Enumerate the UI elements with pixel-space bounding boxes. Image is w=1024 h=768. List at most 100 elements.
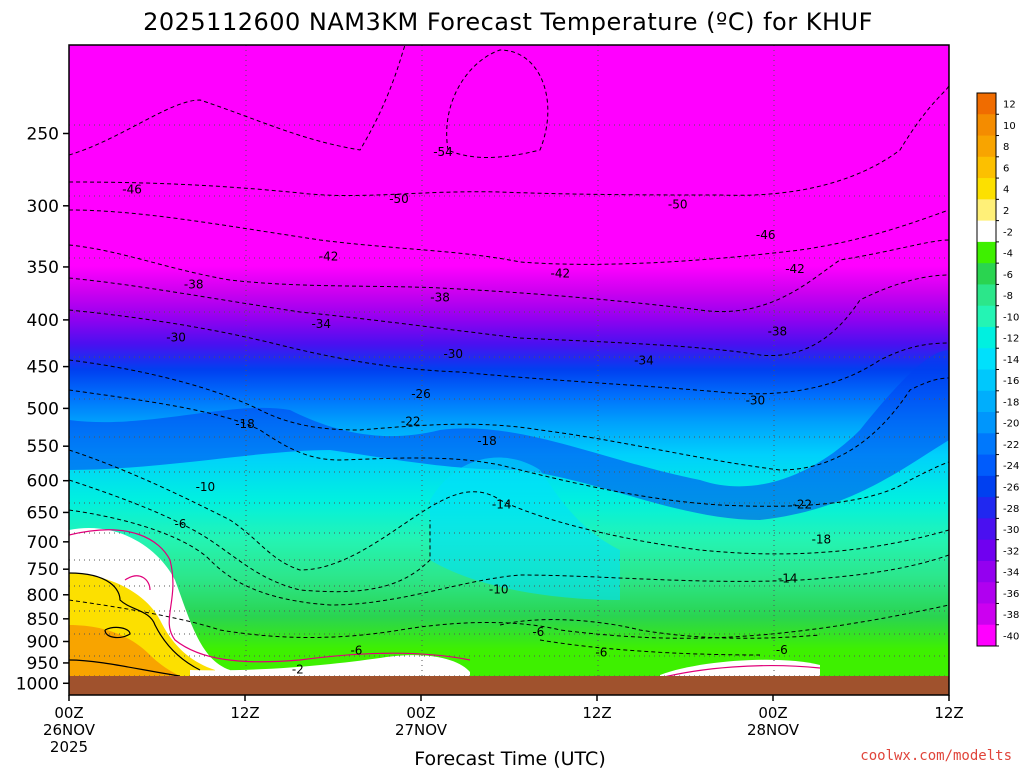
colorbar-label: 10 (1003, 121, 1016, 132)
colorbar-swatch (977, 412, 996, 434)
cyan-region (430, 457, 620, 600)
colorbar-label: -34 (1003, 568, 1019, 579)
contour-label: -38 (768, 325, 788, 339)
y-tick-label: 300 (27, 197, 59, 217)
isotherm-contours (69, 45, 949, 656)
x-tick-label: 12Z (230, 704, 259, 722)
contour-label: -22 (401, 415, 421, 429)
contour-label: -46 (756, 228, 776, 242)
contour-label: -42 (319, 250, 339, 264)
colorbar-label: -18 (1003, 397, 1019, 408)
colorbar-swatch (977, 518, 996, 541)
colorbar-swatch (977, 560, 996, 583)
colorbar-swatch (977, 390, 996, 413)
contour-label: -6 (776, 643, 788, 657)
contour-label: -18 (477, 434, 497, 448)
colorbar-swatch (977, 114, 996, 137)
contour-label: -30 (166, 330, 186, 344)
colorbar-swatch (977, 135, 996, 158)
contour-label: -34 (311, 317, 331, 331)
colorbar: 12 10 8 6 4 2 -2 -4 -6 -8 -10 -12 -14 -16 -18 -20 -22 -24… (976, 92, 1019, 647)
x-tick-label: 26NOV (43, 721, 96, 739)
y-tick-label: 400 (27, 311, 59, 331)
colorbar-label: -32 (1003, 546, 1019, 557)
cold-pool-layer (69, 350, 949, 520)
colorbar-swatch (977, 475, 996, 498)
colorbar-swatch (977, 199, 996, 222)
contour-label: -54 (433, 145, 453, 159)
contour-label: -6 (595, 645, 607, 659)
y-tick-label: 250 (27, 124, 59, 144)
x-tick-label: 2025 (50, 738, 88, 756)
colorbar-swatch (977, 305, 996, 328)
contour-label: -18 (812, 533, 832, 547)
y-tick-label: 950 (27, 654, 59, 674)
colorbar-swatch (977, 178, 996, 200)
contour-label: -30 (746, 393, 766, 407)
credit-text: coolwx.com/modelts (860, 748, 1012, 764)
contour-label: -6 (350, 644, 362, 658)
x-tick-label: 12Z (582, 704, 611, 722)
colorbar-label: -4 (1003, 249, 1013, 260)
y-tick-label: 1000 (16, 674, 59, 694)
y-tick-label: 750 (27, 560, 59, 580)
contour-label: -42 (785, 262, 805, 276)
colorbar-swatch (977, 326, 996, 349)
colorbar-swatch (977, 603, 996, 626)
contour-label: -38 (430, 290, 450, 304)
contour-label: -34 (634, 353, 654, 367)
chart-title: 2025112600 NAM3KM Forecast Temperature (… (143, 8, 873, 36)
contour-label: -6 (532, 625, 544, 639)
x-tick-label: 00Z (406, 704, 435, 722)
colorbar-swatch (977, 369, 996, 392)
contour-label: -38 (184, 278, 204, 292)
contour-label: -22 (793, 497, 813, 511)
contour-label: -50 (668, 197, 688, 211)
colorbar-swatch (977, 433, 996, 456)
colorbar-swatch (977, 454, 996, 477)
x-axis-label: Forecast Time (UTC) (414, 748, 605, 768)
y-tick-label: 900 (27, 632, 59, 652)
temperature-field (69, 45, 949, 695)
colorbar-swatch (977, 348, 996, 370)
colorbar-label: -12 (1003, 334, 1019, 345)
y-tick-label: 450 (27, 358, 59, 378)
colorbar-swatch (977, 220, 996, 243)
colorbar-swatch (977, 539, 996, 562)
colorbar-label: 12 (1003, 100, 1016, 111)
colorbar-label: -22 (1003, 440, 1019, 451)
colorbar-swatch (977, 156, 996, 179)
x-tick-label: 27NOV (395, 721, 448, 739)
colorbar-label: -14 (1003, 355, 1019, 366)
colorbar-swatch (977, 263, 996, 285)
contour-label: -14 (778, 572, 798, 586)
y-tick-label: 850 (27, 610, 59, 630)
colorbar-swatch (977, 582, 996, 604)
x-tick-label: 00Z (54, 704, 83, 722)
y-axis: 2503003504004505005506006507007508008509… (16, 124, 69, 694)
y-tick-label: 700 (27, 533, 59, 553)
colorbar-swatch (977, 93, 996, 115)
contour-label: -30 (443, 347, 463, 361)
contour-label: -26 (411, 387, 431, 401)
colorbar-label: 4 (1003, 185, 1009, 196)
colorbar-label: -26 (1003, 482, 1019, 493)
contour-label: -10 (196, 480, 216, 494)
contour-label: -46 (122, 183, 142, 197)
colorbar-swatch (977, 624, 996, 647)
plot-area (69, 45, 949, 695)
contour-label: -50 (389, 192, 409, 206)
colorbar-swatch (977, 284, 996, 307)
colorbar-swatch (977, 497, 996, 519)
x-tick-label: 28NOV (747, 721, 800, 739)
contour-label: -6 (174, 517, 186, 531)
warm-isotherm-contours (69, 572, 201, 677)
colorbar-label: -28 (1003, 504, 1019, 515)
colorbar-swatch (977, 241, 996, 264)
colorbar-label: -20 (1003, 419, 1019, 430)
colorbar-label: 6 (1003, 163, 1009, 174)
y-tick-label: 600 (27, 472, 59, 492)
contour-label: -14 (492, 497, 512, 511)
contour-label: -10 (489, 582, 509, 596)
